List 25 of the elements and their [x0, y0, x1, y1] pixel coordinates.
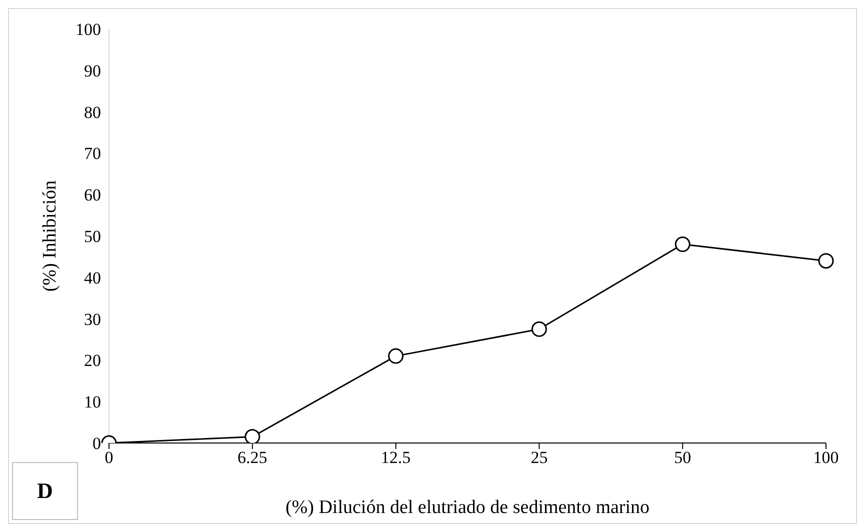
y-axis-title: (%) Inhibición	[40, 180, 61, 292]
x-tick-label: 0	[104, 448, 114, 468]
y-tick-label: 0	[92, 434, 101, 454]
y-tick-label: 80	[84, 102, 101, 122]
x-tick-label: 100	[813, 448, 839, 468]
y-tick-label: 40	[84, 268, 101, 288]
point	[388, 348, 404, 364]
x-tick-label: 50	[674, 448, 692, 468]
y-tick-label: 20	[84, 351, 101, 370]
x-axis-title: (%) Dilución del elutriado de sedimento marino	[285, 497, 650, 518]
y-tick-label: 60	[84, 186, 101, 205]
y-tick-label: 90	[84, 61, 101, 80]
y-tick-label: 100	[76, 20, 101, 40]
x-tick-label: 12.5	[380, 448, 411, 468]
point	[531, 321, 547, 337]
y-tick-label: 10	[84, 392, 101, 412]
x-tick-label: 6.25	[238, 448, 268, 468]
y-tick-label: 30	[84, 310, 101, 329]
point	[244, 429, 260, 443]
y-tick-label: 70	[84, 144, 101, 164]
point	[674, 236, 690, 252]
y-tick-label: 50	[84, 227, 101, 246]
x-tick-label: 25	[530, 448, 548, 468]
point	[818, 253, 834, 269]
text: D	[12, 462, 78, 520]
